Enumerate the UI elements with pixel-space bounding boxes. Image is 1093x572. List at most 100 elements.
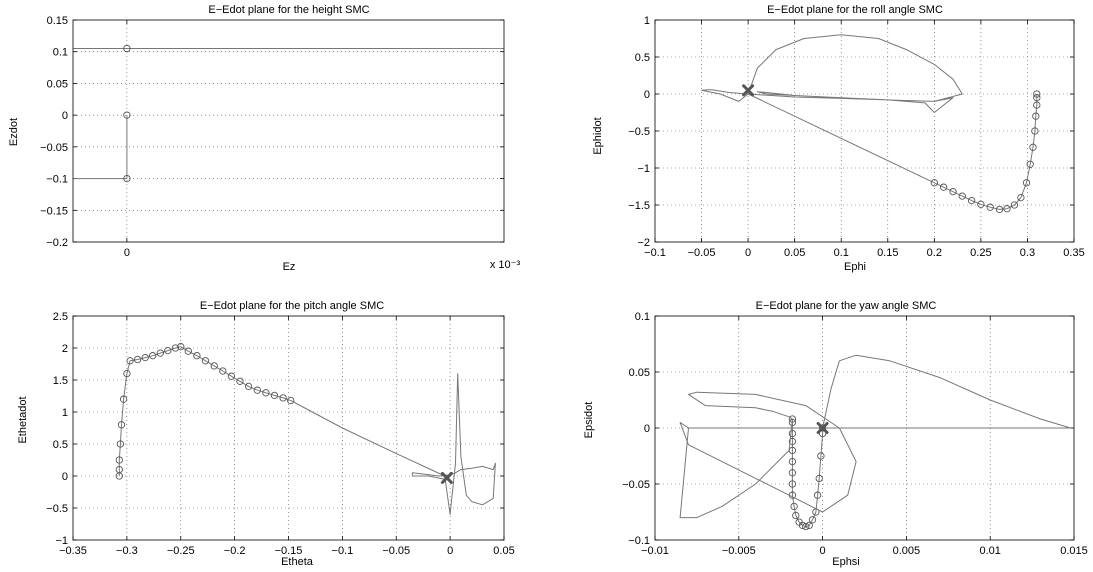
y-tick-label: 2.5 xyxy=(53,311,68,323)
series-marker xyxy=(1026,160,1034,168)
series-marker xyxy=(219,367,227,375)
series-marker xyxy=(123,44,131,53)
series-marker xyxy=(270,391,279,400)
series-marker xyxy=(262,389,270,397)
series-marker xyxy=(201,357,210,365)
series-marker xyxy=(815,474,823,483)
x-tick-label: 0.01 xyxy=(979,545,1000,557)
x-tick-label: −0.2 xyxy=(224,545,246,557)
x-tick-label: −0.05 xyxy=(688,247,716,259)
series-marker xyxy=(1031,127,1039,135)
panel-pitch-xlabel: Etheta xyxy=(281,556,314,568)
plot-area xyxy=(655,20,1074,242)
panel-roll-plot: −0.1 −0.05 0 0.05 0.1 0.15 0.2 0.25 0.3 0.35 −2 −1.… xyxy=(628,15,1084,259)
panel-pitch-plot: −0.35 −0.3 −0.25 −0.2 −0.15 −0.1 −0.05 0 0.05 −1 −… xyxy=(46,311,514,557)
plot-area xyxy=(73,20,504,242)
x-tick-label: 0 xyxy=(124,247,130,259)
series-marker xyxy=(236,377,244,385)
series-line-1 xyxy=(118,346,291,476)
y-tick-label: 0 xyxy=(62,471,68,483)
y-tick-label: −0.05 xyxy=(622,479,650,491)
series-marker xyxy=(123,111,131,119)
x-tick-label: 0.015 xyxy=(1060,545,1088,557)
y-tick-label: 0.5 xyxy=(635,52,650,64)
panel-yaw-xlabel: Ephsi xyxy=(832,556,860,568)
panel-height: E−Edot plane for the height SMC −2024681… xyxy=(8,4,521,273)
series-marker xyxy=(958,192,966,200)
plot-frame xyxy=(654,315,1075,541)
series-marker xyxy=(792,511,800,520)
y-tick-label: −1.5 xyxy=(628,200,650,212)
series-marker xyxy=(1017,193,1025,202)
panel-pitch-title: E−Edot plane for the pitch angle SMC xyxy=(200,300,384,312)
y-tick-label: 0.5 xyxy=(53,439,68,451)
series-marker xyxy=(949,188,957,196)
series-marker xyxy=(818,429,827,438)
y-tick-label: 0.05 xyxy=(629,367,650,379)
y-tick-label: 0.15 xyxy=(47,15,68,27)
series-marker xyxy=(1029,143,1037,151)
x-tick-label: −0.1 xyxy=(332,545,354,557)
series-marker xyxy=(156,349,164,357)
y-tick-label: −2 xyxy=(637,237,650,249)
series-marker xyxy=(930,179,938,187)
start-marker xyxy=(742,84,755,97)
series-marker xyxy=(149,352,157,360)
panel-roll: E−Edot plane for the roll angle SMC −0.1… xyxy=(592,4,1085,273)
series-group xyxy=(115,343,496,515)
series-marker xyxy=(244,382,253,391)
series-marker xyxy=(1033,94,1041,102)
y-tick-label: 2 xyxy=(62,343,68,355)
series-marker xyxy=(788,437,797,446)
series-marker xyxy=(171,344,180,352)
panel-height-title: E−Edot plane for the height SMC xyxy=(208,4,369,16)
x-tick-label: 0.25 xyxy=(970,247,991,259)
y-tick-label: −0.05 xyxy=(40,142,68,154)
panel-height-xlabel: Ez xyxy=(283,261,296,273)
x-tick-label: 0.2 xyxy=(927,247,942,259)
series-marker xyxy=(788,480,797,488)
series-marker xyxy=(790,502,798,511)
panel-pitch: E−Edot plane for the pitch angle SMC −0.… xyxy=(17,300,515,568)
series-marker xyxy=(115,465,123,474)
series-marker xyxy=(788,457,797,466)
series-line-1 xyxy=(791,419,824,528)
x-tick-label: −0.05 xyxy=(382,545,410,557)
series-marker xyxy=(253,386,261,394)
series-marker xyxy=(123,174,131,183)
series-marker xyxy=(115,456,123,464)
panel-roll-xlabel: Ephi xyxy=(844,261,866,273)
panel-pitch-ylabel: Ethetadot xyxy=(17,396,29,443)
series-marker xyxy=(177,343,185,351)
x-tick-label: 0.05 xyxy=(493,545,514,557)
x-tick-label: 0.05 xyxy=(784,247,805,259)
series-marker xyxy=(977,200,985,208)
series-marker xyxy=(1032,112,1040,120)
series-group xyxy=(679,354,1072,531)
series-marker xyxy=(210,362,218,370)
x-tick-label: −0.1 xyxy=(644,247,666,259)
series-marker xyxy=(802,522,810,531)
x-tick-label: −0.005 xyxy=(722,545,756,557)
panel-height-plot: −202468101214−0.2−0.15−0.1−0.0500.050.10… xyxy=(40,15,505,259)
series-marker xyxy=(788,469,797,477)
start-marker xyxy=(440,471,453,484)
series-marker xyxy=(116,440,125,448)
y-tick-label: −1 xyxy=(637,163,650,175)
x-tick-label: 0 xyxy=(820,545,826,557)
y-tick-label: 0 xyxy=(644,423,650,435)
series-marker xyxy=(813,491,822,499)
series-marker xyxy=(788,429,797,438)
series-marker xyxy=(117,421,126,429)
series-marker xyxy=(141,353,149,362)
panel-height-xmultiplier: x 10⁻³ xyxy=(490,259,521,271)
series-marker xyxy=(1033,90,1041,98)
series-marker xyxy=(817,452,825,460)
y-tick-label: −0.1 xyxy=(628,535,650,547)
y-tick-label: −0.5 xyxy=(46,503,68,515)
series-marker xyxy=(184,347,192,355)
series-line-2 xyxy=(290,373,496,515)
x-tick-label: 0.1 xyxy=(834,247,849,259)
x-tick-label: −0.3 xyxy=(116,545,138,557)
series-group xyxy=(73,44,504,183)
